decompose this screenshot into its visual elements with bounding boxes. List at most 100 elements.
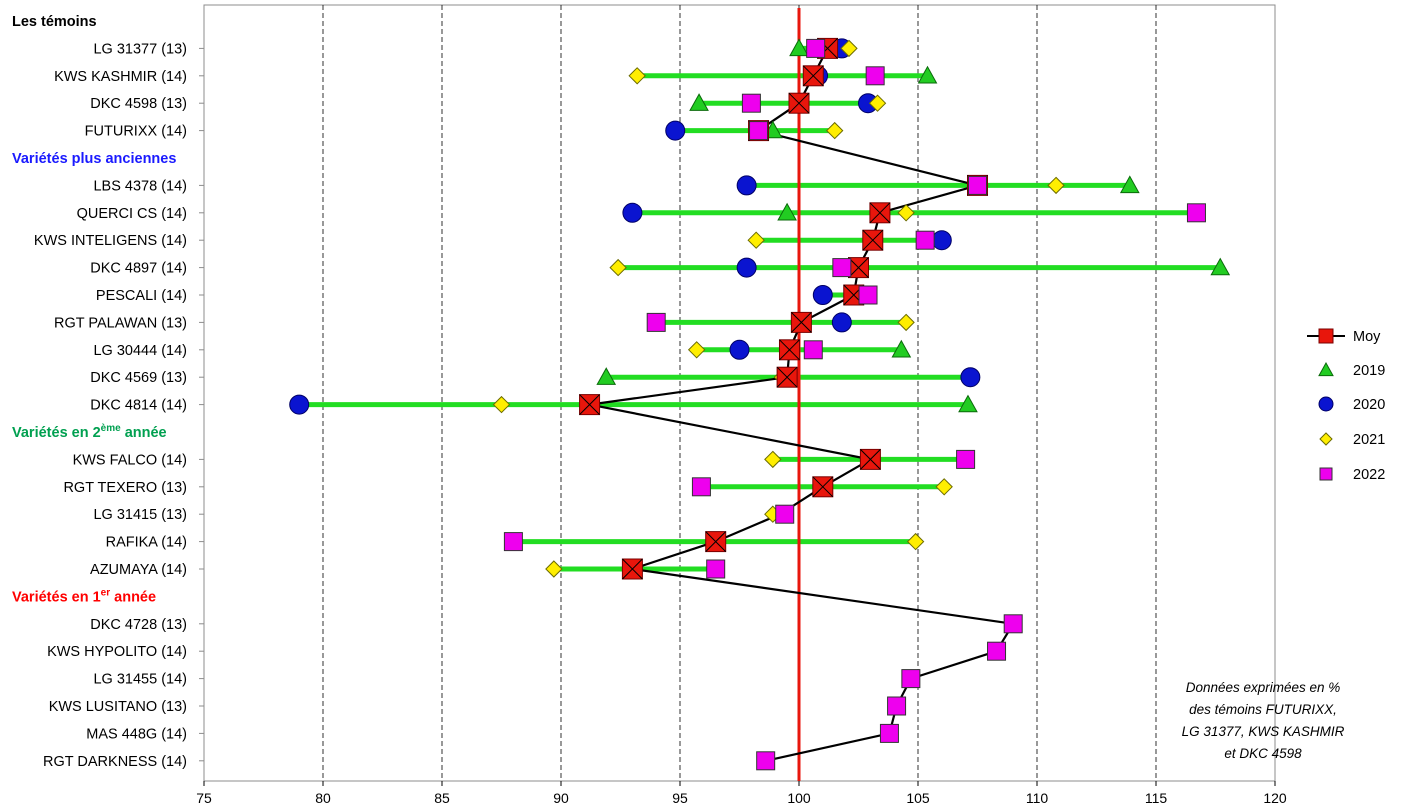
point-2022	[706, 559, 726, 579]
category-label: FUTURIXX (14)	[85, 124, 187, 140]
category-label: KWS LUSITANO (13)	[49, 699, 187, 715]
legend-marker-2020	[1318, 396, 1334, 412]
category-label: PESCALI (14)	[96, 288, 187, 304]
point-2021	[825, 121, 844, 140]
point-moy	[869, 202, 891, 224]
moy-cross	[869, 202, 891, 224]
point-2022	[749, 121, 769, 141]
point-2022	[915, 230, 935, 250]
point-2022	[806, 38, 826, 58]
point-moy	[788, 92, 810, 114]
point-2021	[868, 94, 887, 112]
x-tick-label: 95	[672, 790, 688, 806]
section-label: Variétés en 2ème année	[12, 423, 167, 441]
point-2020	[289, 394, 310, 415]
section-label-end: année	[110, 589, 156, 605]
point-2021	[1047, 176, 1065, 195]
moy-line	[589, 47, 1016, 762]
legend-marker-2021	[1319, 432, 1333, 446]
category-label: DKC 4728 (13)	[90, 617, 187, 633]
section-label-end: année	[121, 425, 167, 441]
point-2021	[628, 67, 646, 85]
point-2022	[956, 449, 976, 469]
x-tick-label: 115	[1145, 790, 1168, 806]
point-2021	[840, 39, 858, 58]
x-tick-label: 90	[553, 790, 569, 806]
point-2020	[960, 367, 981, 388]
moy-connector-lines	[589, 47, 1016, 762]
point-2021	[747, 231, 765, 249]
section-label-main: Variétés en 2	[12, 425, 101, 441]
point-2022	[741, 93, 761, 113]
category-label: RGT PALAWAN (13)	[54, 315, 187, 331]
point-2021	[935, 478, 953, 496]
point-2020	[812, 285, 833, 305]
category-label: RGT DARKNESS (14)	[43, 754, 187, 770]
point-2022	[646, 312, 666, 332]
category-label: DKC 4897 (14)	[90, 261, 187, 277]
category-label: RGT TEXERO (13)	[63, 480, 187, 496]
point-2022	[803, 340, 823, 360]
moy-cross	[812, 476, 834, 498]
plot-frame	[203, 4, 1276, 782]
category-label: LBS 4378 (14)	[93, 178, 187, 194]
point-2022	[968, 175, 987, 195]
legend: Moy 2019 2020 2021 2022	[1307, 328, 1385, 483]
point-2020	[622, 202, 643, 223]
moy-cross	[776, 366, 798, 388]
point-2022	[858, 285, 878, 305]
point-2019	[958, 394, 978, 413]
point-2019	[917, 65, 938, 84]
point-2019	[1210, 257, 1231, 276]
category-label: KWS HYPOLITO (14)	[47, 644, 187, 660]
point-2022	[503, 532, 523, 552]
point-2021	[897, 204, 915, 222]
category-label: KWS FALCO (14)	[73, 452, 187, 468]
moy-cross	[802, 65, 824, 87]
moy-cross	[579, 394, 600, 415]
point-2022	[775, 504, 795, 524]
point-2022	[1186, 203, 1206, 223]
category-label: LG 31455 (14)	[93, 672, 187, 688]
section-label: Les témoins	[12, 14, 97, 30]
legend-label: Moy	[1353, 329, 1381, 345]
point-2021	[545, 560, 563, 578]
section-label-sup: er	[101, 587, 111, 598]
x-tick-label: 105	[906, 790, 930, 806]
point-2021	[609, 258, 627, 277]
point-moy	[705, 531, 727, 553]
category-label: AZUMAYA (14)	[90, 562, 187, 578]
x-tick-label: 110	[1026, 790, 1049, 806]
moy-cross	[860, 449, 881, 470]
point-2021	[764, 450, 782, 469]
point-moy	[579, 394, 601, 416]
point-2020	[729, 339, 750, 360]
category-label: LG 31415 (13)	[93, 507, 187, 523]
category-label: MAS 448G (14)	[86, 726, 187, 742]
moy-cross	[788, 92, 810, 114]
point-2021	[906, 532, 925, 551]
data-note: Données exprimées en % des témoins FUTURI…	[1182, 680, 1345, 761]
point-moy	[802, 65, 824, 87]
moy-cross	[622, 558, 643, 580]
point-2022	[756, 751, 776, 771]
point-2019	[891, 339, 912, 358]
point-2022	[887, 696, 907, 716]
point-moy	[778, 339, 800, 361]
x-tick-label: 85	[434, 790, 450, 806]
point-2020	[831, 312, 852, 333]
point-2021	[492, 395, 511, 414]
data-markers	[289, 37, 1231, 771]
note-line: et DKC 4598	[1224, 746, 1302, 761]
legend-label: 2021	[1353, 432, 1385, 448]
category-label: KWS KASHMIR (14)	[54, 69, 187, 85]
point-moy	[848, 257, 869, 279]
moy-cross	[791, 312, 812, 333]
point-2021	[897, 313, 915, 332]
point-2019	[596, 367, 617, 385]
point-2022	[987, 641, 1007, 661]
moy-cross	[705, 531, 727, 552]
point-moy	[621, 558, 643, 580]
x-tick-label: 80	[315, 790, 331, 806]
